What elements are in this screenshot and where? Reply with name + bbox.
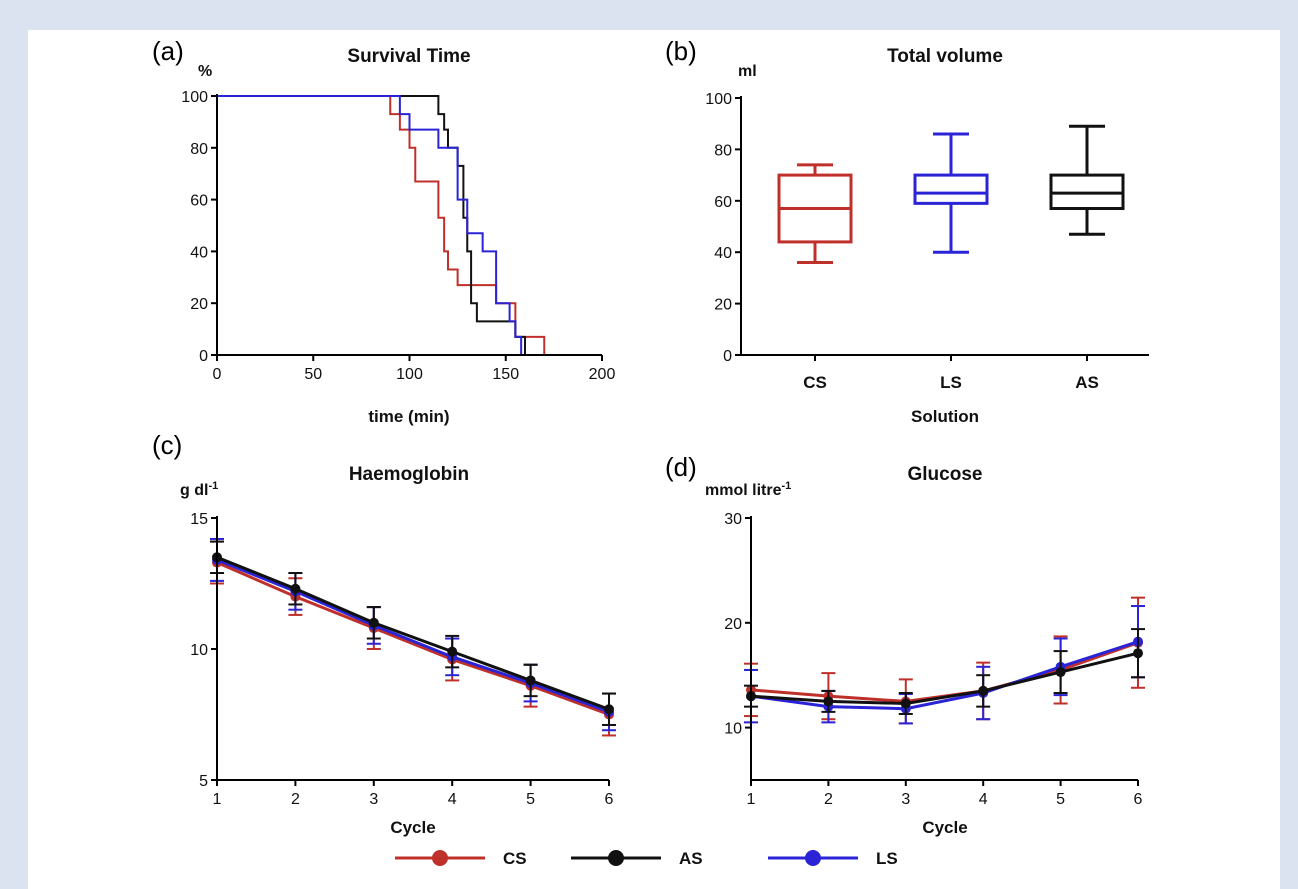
x-tick-label: 6 xyxy=(605,791,614,808)
y-tick-label: 5 xyxy=(199,773,208,790)
legend-label: LS xyxy=(876,849,898,868)
x-axis-label: time (min) xyxy=(368,407,449,426)
y-tick-label: 60 xyxy=(190,193,208,210)
y-tick-label: 100 xyxy=(181,89,208,106)
y-tick-label: 20 xyxy=(714,297,732,314)
x-tick-label: 0 xyxy=(213,366,222,383)
x-tick-label: 50 xyxy=(304,366,322,383)
legend-swatch-marker xyxy=(805,850,821,866)
x-tick-label: 2 xyxy=(291,791,300,808)
chart-title: Glucose xyxy=(908,464,983,485)
x-axis-label: Cycle xyxy=(922,818,967,837)
y-unit-label: % xyxy=(198,63,212,80)
series-ls xyxy=(210,537,616,732)
series-line-ls xyxy=(217,95,523,355)
y-unit-label: ml xyxy=(738,63,757,80)
box-ls xyxy=(913,132,989,254)
y-tick-label: 15 xyxy=(190,511,208,528)
data-point xyxy=(1133,648,1143,659)
x-tick-label: 6 xyxy=(1134,791,1143,808)
y-tick-label: 60 xyxy=(714,194,732,211)
x-tick-label: 3 xyxy=(901,791,910,808)
y-unit-label: g dl-1 xyxy=(180,480,218,499)
y-tick-label: 100 xyxy=(705,91,732,108)
x-tick-label: 200 xyxy=(589,366,616,383)
x-axis-label: Cycle xyxy=(390,818,435,837)
x-category-label: CS xyxy=(803,373,827,392)
y-tick-label: 40 xyxy=(190,244,208,261)
y-tick-label: 0 xyxy=(723,348,732,365)
x-tick-label: 100 xyxy=(396,366,423,383)
series-line xyxy=(216,558,610,714)
figure-panel: (a) Survival Time% 0 20 40 60 80 100 0 50 100 150 20… xyxy=(28,30,1280,889)
chart-title: Haemoglobin xyxy=(349,464,469,485)
legend-swatch-marker xyxy=(432,850,448,866)
x-tick-label: 5 xyxy=(1056,791,1065,808)
series-as xyxy=(744,628,1145,715)
series-line xyxy=(216,561,610,716)
x-category-label: LS xyxy=(940,373,962,392)
x-tick-label: 5 xyxy=(526,791,535,808)
data-point xyxy=(525,675,536,686)
y-tick-label: 20 xyxy=(724,616,742,633)
panel-letter-b: (b) xyxy=(665,36,697,66)
data-point xyxy=(290,583,301,594)
legend-item-ls: LS xyxy=(768,849,898,868)
data-point xyxy=(978,685,989,696)
series-line-as xyxy=(217,95,526,355)
panel-b: (b) Total volume ml 0 20 40 60 80 100 CS LS AS Solut… xyxy=(665,36,1149,426)
x-category-label: AS xyxy=(1075,373,1099,392)
panel-d: (d) Glucose mmol litre-1 10 20 30 1 2 3 4 5 6 Cycle xyxy=(665,452,1145,837)
series-line xyxy=(750,651,1139,705)
x-axis-label: Solution xyxy=(911,407,979,426)
y-tick-label: 10 xyxy=(190,642,208,659)
panel-letter-d: (d) xyxy=(665,452,697,482)
legend-label: CS xyxy=(503,849,527,868)
y-tick-label: 0 xyxy=(199,348,208,365)
data-point xyxy=(900,698,911,709)
legend: CS AS LS xyxy=(395,849,898,868)
x-tick-label: 4 xyxy=(448,791,457,808)
series-as xyxy=(210,540,616,726)
x-tick-label: 3 xyxy=(369,791,378,808)
y-unit-label: mmol litre-1 xyxy=(705,480,791,499)
box-iqr xyxy=(913,173,989,205)
y-tick-label: 40 xyxy=(714,245,732,262)
y-tick-label: 30 xyxy=(724,511,742,528)
y-tick-label: 80 xyxy=(190,141,208,158)
x-tick-label: 1 xyxy=(747,791,756,808)
box-as xyxy=(1049,124,1125,236)
legend-label: AS xyxy=(679,849,703,868)
legend-item-as: AS xyxy=(571,849,703,868)
y-unit-superscript: -1 xyxy=(208,480,218,492)
panel-letter-c: (c) xyxy=(152,430,182,460)
data-point xyxy=(447,646,458,657)
x-tick-label: 4 xyxy=(979,791,988,808)
data-point xyxy=(604,704,614,715)
y-unit-superscript: -1 xyxy=(781,480,791,492)
legend-item-cs: CS xyxy=(395,849,527,868)
box-cs xyxy=(777,163,853,264)
y-tick-label: 20 xyxy=(190,296,208,313)
data-point xyxy=(368,617,379,628)
legend-swatch-marker xyxy=(608,850,624,866)
x-tick-label: 1 xyxy=(213,791,222,808)
series-line-cs xyxy=(217,95,546,355)
panel-letter-a: (a) xyxy=(152,36,184,66)
chart-title: Survival Time xyxy=(347,46,470,67)
series-line xyxy=(750,640,1139,711)
data-point xyxy=(1055,667,1066,678)
chart-title: Total volume xyxy=(887,46,1003,67)
x-tick-label: 150 xyxy=(492,366,519,383)
data-point xyxy=(823,696,834,707)
y-tick-label: 10 xyxy=(724,721,742,738)
series-line xyxy=(216,555,610,711)
x-tick-label: 2 xyxy=(824,791,833,808)
panel-a: (a) Survival Time% 0 20 40 60 80 100 0 50 100 150 20… xyxy=(152,36,615,426)
panel-c: (c) Haemoglobin g dl-1 5 10 15 1 2 3 4 5 6 Cycle xyxy=(152,430,616,837)
series-line xyxy=(750,641,1139,703)
y-tick-label: 80 xyxy=(714,142,732,159)
